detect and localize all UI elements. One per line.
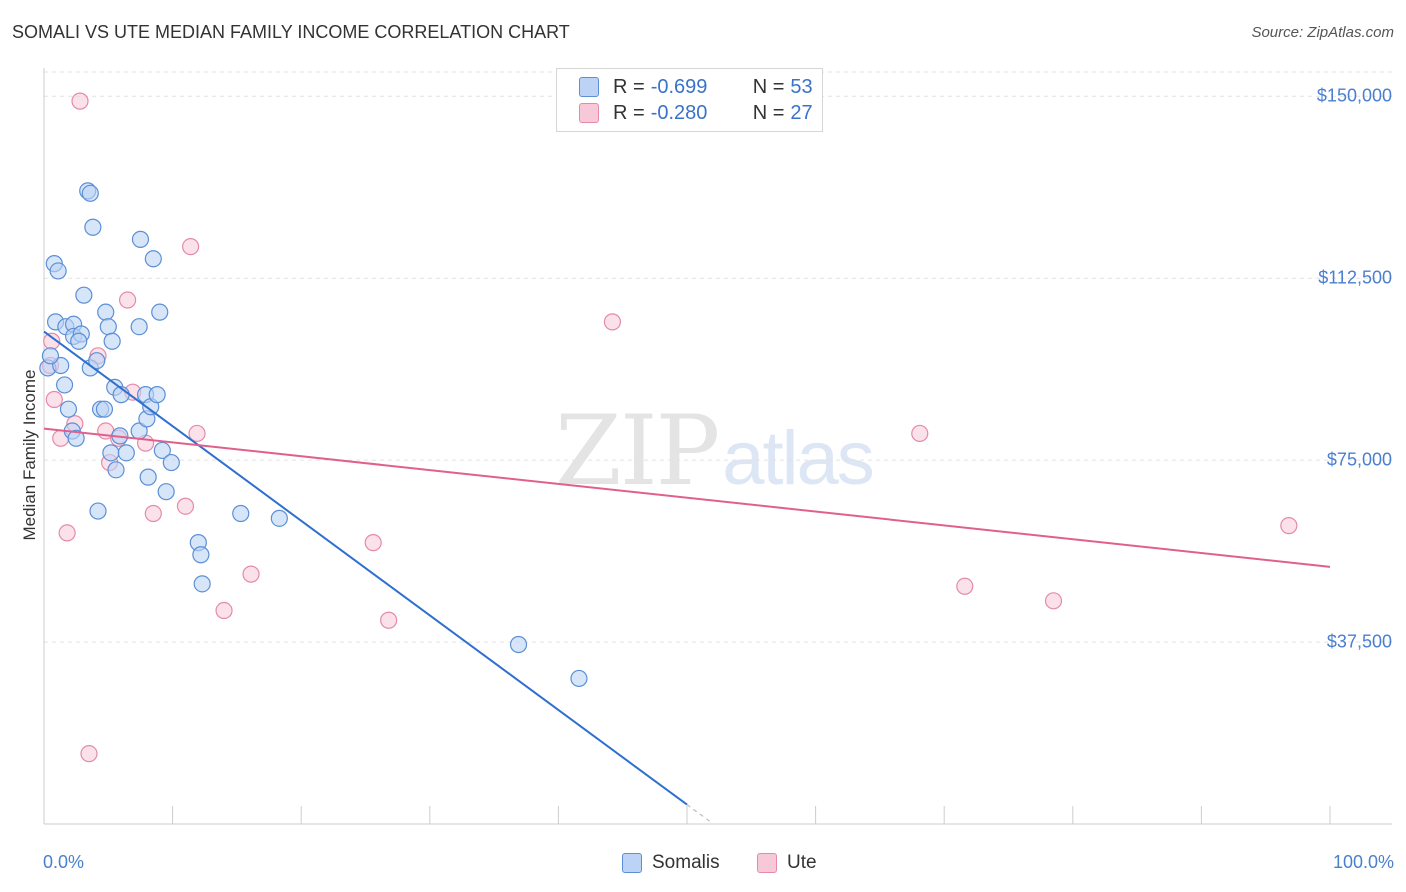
somalis-point (157, 483, 175, 501)
watermark-zip: ZIP (555, 395, 720, 507)
y-axis-label: Median Family Income (20, 369, 39, 541)
ute-point (1044, 592, 1063, 610)
axes (43, 68, 1392, 825)
ute-legend-label: Ute (787, 852, 817, 873)
somalis-point (193, 575, 211, 593)
somalis-point (97, 303, 115, 321)
somalis-point (148, 386, 166, 404)
bottom-legend-somalis: Somalis (622, 852, 720, 874)
somalis-point (67, 429, 85, 447)
ute-point (71, 92, 89, 110)
trend-lines (43, 330, 1331, 824)
somalis-point (41, 347, 60, 365)
somalis-point (151, 303, 169, 321)
somalis-point (192, 546, 210, 564)
somalis-point (55, 376, 74, 394)
ute-point (45, 390, 63, 409)
ute-point (380, 611, 398, 629)
ute-point (176, 497, 195, 515)
gridlines (44, 71, 1392, 643)
watermark: ZIPatlas (555, 395, 875, 507)
legend-row-ute: R = -0.280 N = 27 (579, 100, 813, 126)
ute-r-value: -0.280 (650, 101, 708, 124)
ute-point (1280, 517, 1298, 535)
ute-point (364, 534, 382, 552)
somalis-point (232, 504, 250, 523)
ute-point (603, 313, 622, 331)
somalis-point (70, 332, 88, 350)
ute-point (911, 424, 929, 443)
somalis-point (49, 262, 67, 280)
somalis-point (139, 468, 157, 486)
somalis-point (270, 509, 288, 527)
source-credit: Source: ZipAtlas.com (1251, 24, 1394, 41)
ute-point (182, 238, 200, 256)
somalis-n-value: 53 (790, 75, 813, 98)
somalis-point (153, 441, 171, 460)
somalis-point (131, 230, 150, 248)
somalis-point (107, 461, 125, 479)
ute-swatch (579, 103, 599, 123)
ute-point (215, 601, 233, 620)
ute-point (80, 745, 98, 763)
somalis-point (130, 318, 148, 336)
somalis-points (39, 182, 588, 688)
ute-point (242, 565, 260, 583)
somalis-point (509, 635, 528, 654)
somalis-point (117, 444, 135, 462)
ute-point (188, 424, 206, 443)
somalis-point (570, 669, 588, 688)
ute-point (58, 524, 76, 542)
watermark-atlas: atlas (722, 416, 875, 501)
n-label: N = (752, 101, 785, 124)
somalis-point (89, 502, 107, 520)
somalis-point (162, 453, 180, 472)
ute-point (118, 291, 137, 309)
ute-point (144, 504, 162, 523)
bottom-legend-ute: Ute (757, 852, 817, 874)
somalis-r-value: -0.699 (650, 75, 708, 98)
somalis-trend-extension (686, 804, 714, 824)
ute-n-value: 27 (790, 101, 813, 124)
somalis-point (102, 444, 120, 462)
r-label: R = (613, 75, 645, 98)
somalis-point (75, 286, 93, 304)
chart-title: SOMALI VS UTE MEDIAN FAMILY INCOME CORRE… (12, 22, 570, 42)
somalis-point (59, 400, 78, 418)
somalis-point (84, 218, 102, 236)
somalis-point (88, 352, 106, 370)
y-tick-label: $150,000 (1316, 85, 1392, 106)
y-tick-label: $112,500 (1318, 267, 1392, 288)
somalis-point (144, 250, 162, 268)
somalis-point (81, 184, 99, 202)
y-tick-label: $75,000 (1326, 449, 1392, 470)
somalis-point (95, 400, 114, 418)
somalis-point (103, 332, 121, 350)
n-label: N = (752, 75, 785, 98)
ute-trend-line (43, 427, 1331, 568)
somalis-trend-line (43, 330, 688, 806)
ute-point (956, 577, 974, 595)
y-tick-label: $37,500 (1326, 631, 1392, 652)
r-label: R = (613, 101, 645, 124)
ute-legend-swatch (757, 853, 777, 873)
somalis-swatch (579, 77, 599, 97)
somalis-legend-label: Somalis (652, 852, 720, 873)
ute-points (41, 92, 1298, 763)
correlation-legend: R = -0.699 N = 53 R = -0.280 N = 27 (556, 68, 823, 132)
somalis-point (99, 318, 117, 336)
x-tick-label-min: 0.0% (43, 852, 85, 872)
somalis-legend-swatch (622, 853, 642, 873)
x-tick-label-max: 100.0% (1332, 852, 1394, 872)
legend-row-somalis: R = -0.699 N = 53 (579, 74, 813, 100)
